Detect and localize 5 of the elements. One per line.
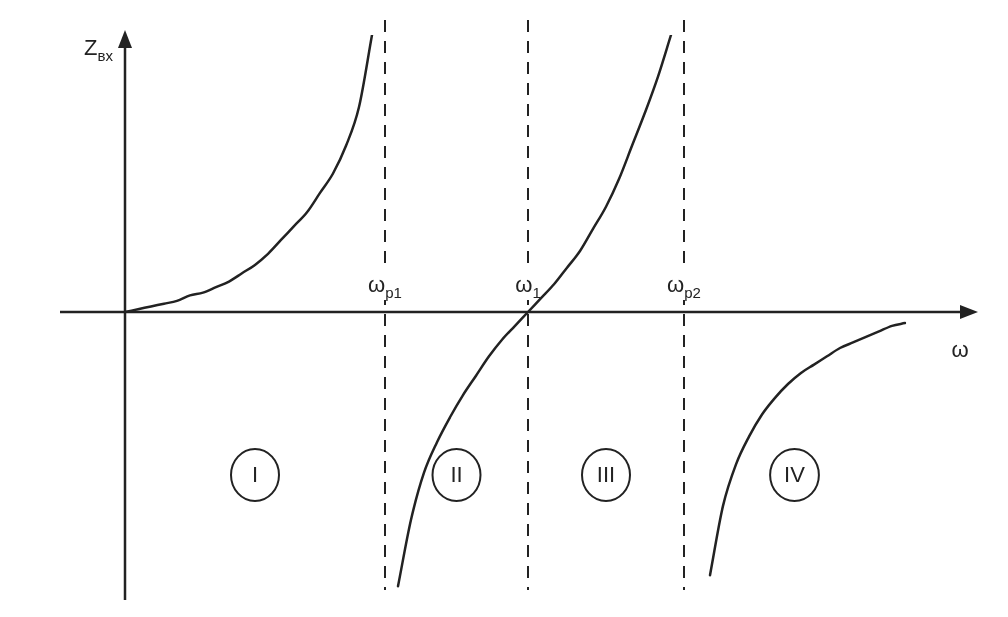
annotation: I (251, 462, 259, 488)
annotation: IV (784, 462, 806, 488)
annotation: III (596, 462, 616, 488)
x-axis-title: ω (951, 337, 969, 362)
annotation: II (450, 462, 463, 488)
